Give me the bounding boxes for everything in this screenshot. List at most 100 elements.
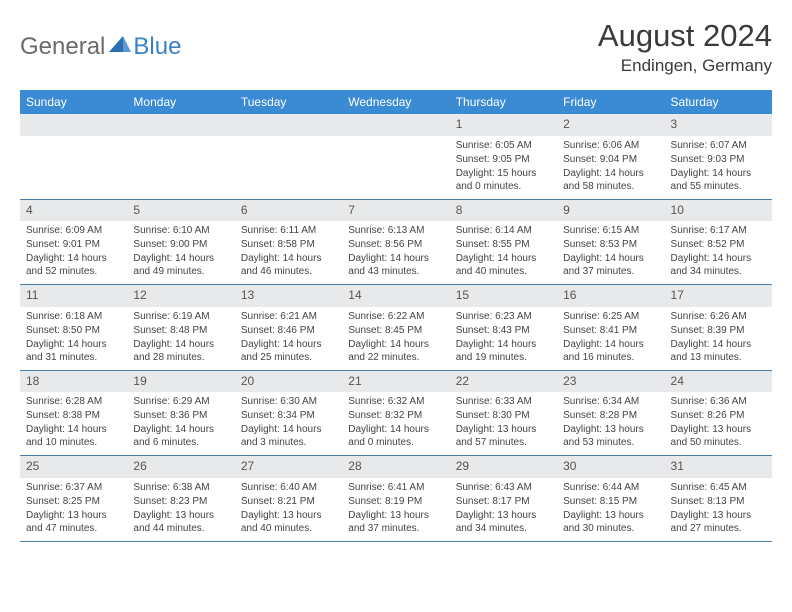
day-details: Sunrise: 6:05 AMSunset: 9:05 PMDaylight:… bbox=[450, 136, 557, 199]
day-details: Sunrise: 6:25 AMSunset: 8:41 PMDaylight:… bbox=[557, 307, 664, 370]
day-cell: 9Sunrise: 6:15 AMSunset: 8:53 PMDaylight… bbox=[557, 199, 664, 285]
logo: General Blue bbox=[20, 33, 181, 61]
week-row: 18 Sunrise: 6:28 AMSunset: 8:38 PM Dayligh… bbox=[20, 370, 772, 456]
day-details: Sunrise: 6:43 AMSunset: 8:17 PMDaylight:… bbox=[450, 478, 557, 541]
day-details: Sunrise: 6:36 AMSunset: 8:26 PMDaylight:… bbox=[665, 392, 772, 455]
day-number bbox=[342, 114, 449, 136]
day-number: 7 bbox=[342, 200, 449, 222]
day-number: 26 bbox=[127, 456, 234, 478]
sunrise-text: Sunrise: 6:21 AM bbox=[241, 310, 336, 323]
day-details: Sunrise: 6:22 AMSunset: 8:45 PMDaylight:… bbox=[342, 307, 449, 370]
day-details: Sunrise: 6:26 AMSunset: 8:39 PMDaylight:… bbox=[665, 307, 772, 370]
day-number: 10 bbox=[665, 200, 772, 222]
day-number: 1 bbox=[450, 114, 557, 136]
day-number: 28 bbox=[342, 456, 449, 478]
sunrise-text: Sunrise: 6:19 AM bbox=[133, 310, 228, 323]
sunset-text: Sunset: 9:04 PM bbox=[563, 153, 658, 166]
day-cell: 10Sunrise: 6:17 AMSunset: 8:52 PMDayligh… bbox=[665, 199, 772, 285]
day-details: Sunrise: 6:19 AMSunset: 8:48 PMDaylight:… bbox=[127, 307, 234, 370]
day-number: 5 bbox=[127, 200, 234, 222]
sunrise-text: Sunrise: 6:22 AM bbox=[348, 310, 443, 323]
day-cell: 31Sunrise: 6:45 AMSunset: 8:13 PMDayligh… bbox=[665, 456, 772, 542]
daylight-text: Daylight: 14 hours and 28 minutes. bbox=[133, 338, 228, 364]
day-details bbox=[20, 136, 127, 196]
daylight-text: Daylight: 13 hours and 40 minutes. bbox=[241, 509, 336, 535]
day-details: Sunrise: 6:30 AMSunset: 8:34 PMDaylight:… bbox=[235, 392, 342, 455]
day-cell bbox=[235, 114, 342, 199]
sunset-text: Sunset: 8:13 PM bbox=[671, 495, 766, 508]
sunset-text: Sunset: 8:25 PM bbox=[26, 495, 121, 508]
logo-triangle-icon bbox=[109, 36, 131, 59]
dayname-sun: Sunday bbox=[20, 90, 127, 114]
daylight-text: Daylight: 14 hours and 19 minutes. bbox=[456, 338, 551, 364]
sunrise-text: Sunrise: 6:37 AM bbox=[26, 481, 121, 494]
sunset-text: Sunset: 8:46 PM bbox=[241, 324, 336, 337]
sunset-text: Sunset: 8:48 PM bbox=[133, 324, 228, 337]
daylight-text: Daylight: 13 hours and 37 minutes. bbox=[348, 509, 443, 535]
day-cell: 15Sunrise: 6:23 AMSunset: 8:43 PMDayligh… bbox=[450, 285, 557, 371]
day-number: 29 bbox=[450, 456, 557, 478]
sunset-text: Sunset: 9:01 PM bbox=[26, 238, 121, 251]
day-cell: 11Sunrise: 6:18 AMSunset: 8:50 PMDayligh… bbox=[20, 285, 127, 371]
sunset-text: Sunset: 8:56 PM bbox=[348, 238, 443, 251]
daylight-text: Daylight: 14 hours and 49 minutes. bbox=[133, 252, 228, 278]
day-number: 11 bbox=[20, 285, 127, 307]
day-number bbox=[235, 114, 342, 136]
day-details: Sunrise: 6:32 AMSunset: 8:32 PMDaylight:… bbox=[342, 392, 449, 455]
day-cell: 12Sunrise: 6:19 AMSunset: 8:48 PMDayligh… bbox=[127, 285, 234, 371]
sunset-text: Sunset: 8:26 PM bbox=[671, 409, 766, 422]
sunset-text: Sunset: 8:23 PM bbox=[133, 495, 228, 508]
sunrise-text: Sunrise: 6:28 AM bbox=[26, 395, 121, 408]
day-details: Sunrise: 6:45 AMSunset: 8:13 PMDaylight:… bbox=[665, 478, 772, 541]
sunset-text: Sunset: 8:32 PM bbox=[348, 409, 443, 422]
day-cell bbox=[342, 114, 449, 199]
sunrise-text: Sunrise: 6:29 AM bbox=[133, 395, 228, 408]
day-cell: 4Sunrise: 6:09 AMSunset: 9:01 PMDaylight… bbox=[20, 199, 127, 285]
dayname-tue: Tuesday bbox=[235, 90, 342, 114]
daylight-text: Daylight: 14 hours and 52 minutes. bbox=[26, 252, 121, 278]
day-number: 18 bbox=[20, 371, 127, 393]
day-number: 25 bbox=[20, 456, 127, 478]
daylight-text: Daylight: 13 hours and 30 minutes. bbox=[563, 509, 658, 535]
day-details: Sunrise: 6:10 AMSunset: 9:00 PMDaylight:… bbox=[127, 221, 234, 284]
dayname-row: Sunday Monday Tuesday Wednesday Thursday… bbox=[20, 90, 772, 114]
day-details: Sunrise: 6:44 AMSunset: 8:15 PMDaylight:… bbox=[557, 478, 664, 541]
day-details: Sunrise: 6:40 AMSunset: 8:21 PMDaylight:… bbox=[235, 478, 342, 541]
sunset-text: Sunset: 8:52 PM bbox=[671, 238, 766, 251]
calendar-table: Sunday Monday Tuesday Wednesday Thursday… bbox=[20, 90, 772, 114]
sunrise-text: Sunrise: 6:13 AM bbox=[348, 224, 443, 237]
daylight-text: Daylight: 14 hours and 13 minutes. bbox=[671, 338, 766, 364]
day-details: Sunrise: 6:09 AMSunset: 9:01 PMDaylight:… bbox=[20, 221, 127, 284]
day-details: Sunrise: 6:38 AMSunset: 8:23 PMDaylight:… bbox=[127, 478, 234, 541]
sunrise-text: Sunrise: 6:23 AM bbox=[456, 310, 551, 323]
day-details: Sunrise: 6:34 AMSunset: 8:28 PMDaylight:… bbox=[557, 392, 664, 455]
daylight-text: Daylight: 14 hours and 3 minutes. bbox=[241, 423, 336, 449]
day-number: 6 bbox=[235, 200, 342, 222]
day-details: Sunrise: 6:17 AMSunset: 8:52 PMDaylight:… bbox=[665, 221, 772, 284]
day-number: 9 bbox=[557, 200, 664, 222]
day-cell: 20Sunrise: 6:30 AMSunset: 8:34 PMDayligh… bbox=[235, 370, 342, 456]
daylight-text: Daylight: 14 hours and 55 minutes. bbox=[671, 167, 766, 193]
day-cell: 17Sunrise: 6:26 AMSunset: 8:39 PMDayligh… bbox=[665, 285, 772, 371]
day-details: Sunrise: 6:14 AMSunset: 8:55 PMDaylight:… bbox=[450, 221, 557, 284]
header: General Blue August 2024 Endingen, Germa… bbox=[20, 18, 772, 76]
sunrise-text: Sunrise: 6:17 AM bbox=[671, 224, 766, 237]
day-cell: 8Sunrise: 6:14 AMSunset: 8:55 PMDaylight… bbox=[450, 199, 557, 285]
sunrise-text: Sunrise: 6:38 AM bbox=[133, 481, 228, 494]
day-details bbox=[235, 136, 342, 196]
sunset-text: Sunset: 8:38 PM bbox=[26, 409, 121, 422]
sunset-text: Sunset: 8:58 PM bbox=[241, 238, 336, 251]
daylight-text: Daylight: 13 hours and 53 minutes. bbox=[563, 423, 658, 449]
week-row: 1Sunrise: 6:05 AMSunset: 9:05 PMDaylight… bbox=[20, 114, 772, 199]
day-cell: 29Sunrise: 6:43 AMSunset: 8:17 PMDayligh… bbox=[450, 456, 557, 542]
daylight-text: Daylight: 14 hours and 34 minutes. bbox=[671, 252, 766, 278]
week-row: 25 Sunrise: 6:37 AMSunset: 8:25 PM Dayligh… bbox=[20, 456, 772, 542]
day-details: Sunrise: 6:06 AMSunset: 9:04 PMDaylight:… bbox=[557, 136, 664, 199]
sunset-text: Sunset: 8:34 PM bbox=[241, 409, 336, 422]
day-number: 21 bbox=[342, 371, 449, 393]
sunset-text: Sunset: 8:39 PM bbox=[671, 324, 766, 337]
day-details: Sunrise: 6:29 AMSunset: 8:36 PMDaylight:… bbox=[127, 392, 234, 455]
daylight-text: Daylight: 13 hours and 27 minutes. bbox=[671, 509, 766, 535]
calendar-body: 1Sunrise: 6:05 AMSunset: 9:05 PMDaylight… bbox=[20, 114, 772, 542]
location: Endingen, Germany bbox=[598, 56, 772, 76]
